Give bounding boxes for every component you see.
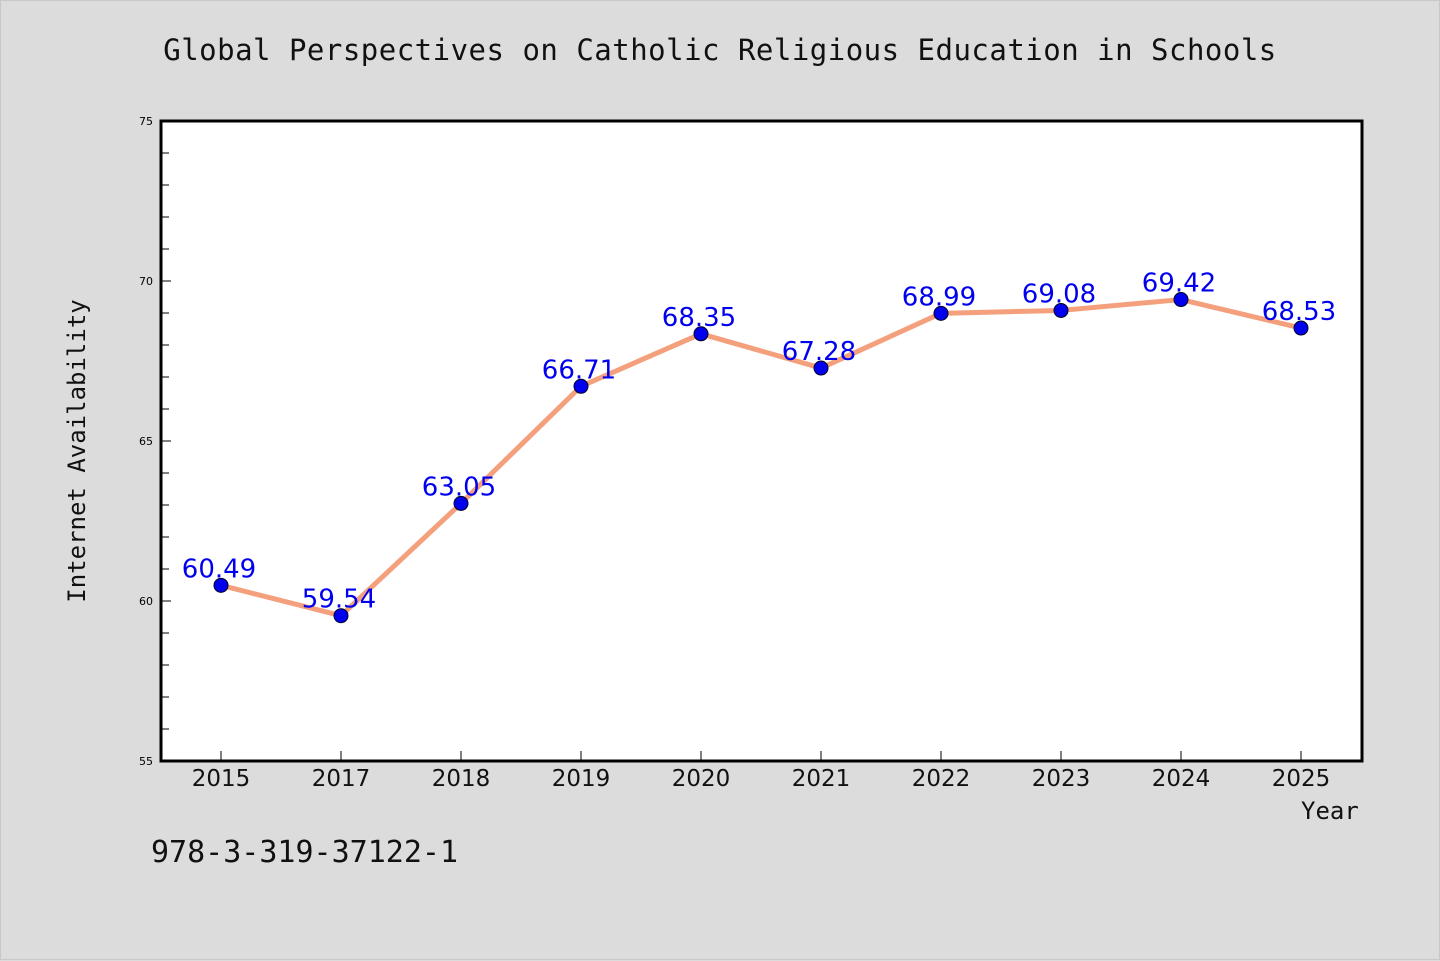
data-point-marker [933,305,949,321]
data-point-marker [1173,292,1189,308]
x-axis: 2015 2017 2018 2019 2020 2021 2022 2023 2024 2025 [192,751,1331,792]
data-label: 68.35 [662,303,736,333]
data-label-layer: 60.49 59.54 63.05 66.71 68.35 67.28 68.99 69.08… [182,269,1336,615]
data-label: 69.42 [1142,269,1216,299]
x-tick-label: 2022 [912,766,971,792]
data-label: 68.53 [1262,297,1336,327]
isbn-code: 978-3-319-37122-1 [151,835,459,870]
y-tick-label: 75 [139,115,153,128]
x-tick-label: 2018 [432,766,491,792]
x-tick-label: 2025 [1272,766,1331,792]
data-label: 66.71 [542,355,616,385]
x-tick-label: 2020 [672,766,731,792]
plot-frame [159,119,1364,763]
x-tick-label: 2017 [312,766,371,792]
data-label: 60.49 [182,554,256,584]
x-axis-label: Year [1301,797,1359,825]
x-tick-label: 2015 [192,766,251,792]
marker-layer [213,292,1309,624]
data-point-marker [693,326,709,342]
y-tick-label: 60 [139,595,153,608]
data-point-marker [1053,302,1069,318]
data-point-marker [213,577,229,593]
data-label: 68.99 [902,282,976,312]
data-point-marker [453,495,469,511]
plot-frame-layer [159,119,1364,763]
x-tick-label: 2019 [552,766,611,792]
data-label: 67.28 [782,337,856,367]
y-tick-label: 70 [139,275,153,288]
series-line [218,297,1304,619]
data-label: 69.08 [1022,279,1096,309]
data-point-marker [1293,320,1309,336]
data-point-marker [813,360,829,376]
x-tick-label: 2024 [1152,766,1211,792]
chart-title: Global Perspectives on Catholic Religiou… [163,33,1277,67]
y-tick-label: 65 [139,435,153,448]
plot-background [161,121,1362,761]
x-tick-label: 2021 [792,766,851,792]
series-layer [218,297,1304,619]
data-label: 59.54 [302,585,376,615]
x-tick-label: 2023 [1032,766,1091,792]
data-point-marker [333,608,349,624]
y-tick-label: 55 [139,755,153,768]
data-point-marker [573,378,589,394]
plot-area [161,121,1362,761]
data-label: 63.05 [422,472,496,502]
